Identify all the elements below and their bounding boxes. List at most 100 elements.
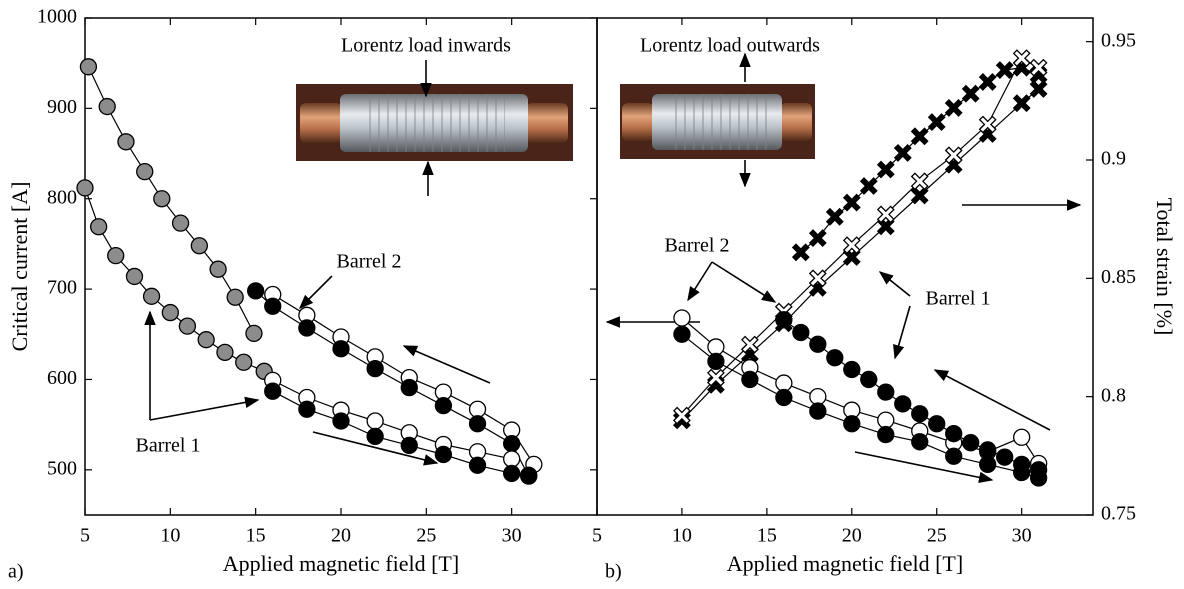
circle-marker [775,388,793,407]
circle-marker [332,340,350,358]
circle-marker [792,323,810,342]
circle-marker [707,338,725,356]
x-marker [1012,49,1031,68]
x-marker [944,98,963,117]
panel-label: a) [8,561,24,583]
x-marker [672,406,691,425]
y2-tick-label: 0.85 [1101,266,1136,288]
circle-marker [673,325,691,343]
circle-marker [125,267,144,286]
circle-marker [673,309,691,327]
x-marker [842,236,861,255]
x-marker [893,143,912,162]
x-marker [876,160,895,179]
y2-tick-label: 0.75 [1101,503,1136,525]
circle-marker [136,162,154,181]
x-tick-label: 15 [757,525,777,547]
y2-tick-label: 0.95 [1101,29,1136,51]
circle-marker [79,58,98,76]
series-line [783,319,1039,471]
x-marker [706,368,725,387]
circle-marker [171,214,190,232]
circle-marker [197,331,215,349]
circle-marker [894,395,912,413]
x-marker [910,186,929,205]
annotation: Barrel 2 [337,251,402,273]
series-line [255,290,530,477]
annotation-arrows [144,52,1082,484]
circle-marker [245,324,263,343]
x-axis-title: Applied magnetic field [T] [727,551,963,576]
circle-marker [996,448,1014,466]
x-marker [825,207,844,226]
circle-marker [161,303,179,322]
circle-marker [400,378,418,397]
x-tick-label: 25 [416,525,436,547]
y-tick-label: 600 [47,367,77,389]
x-tick-label: 20 [331,525,351,547]
circle-marker [860,370,878,389]
series-line [87,66,255,334]
x-marker [876,205,895,224]
x-marker [910,172,929,191]
plot-frame [596,17,1094,516]
circle-marker [911,433,929,451]
y2-tick-label: 0.9 [1101,148,1126,170]
y-tick-label: 800 [47,186,77,208]
circle-marker [945,447,963,465]
circle-marker [298,319,316,337]
circle-marker [1013,455,1031,474]
circle-marker [216,343,234,361]
circle-marker [945,425,963,443]
circle-marker [90,218,108,236]
circle-marker [707,352,725,371]
y-tick-label: 1000 [37,6,77,28]
circle-marker [775,311,793,329]
y-tick-label: 700 [47,277,77,299]
photo-inwards [296,84,573,161]
circle-marker [366,359,384,378]
circle-marker [247,282,265,300]
circle-marker [468,456,487,474]
circle-marker [107,247,125,265]
circle-marker [117,133,135,151]
x-tick-label: 15 [246,525,266,547]
x-marker [1029,80,1048,98]
circle-marker [877,425,895,444]
circle-marker [209,260,227,278]
panel-label: b) [605,561,622,583]
circle-marker [826,349,844,367]
x-marker [791,243,810,262]
circle-marker [809,387,827,406]
circle-marker [1029,461,1048,479]
circle-marker [843,415,861,433]
x-marker [1012,94,1031,113]
photo-outwards [620,84,815,159]
circle-marker [468,415,487,433]
circle-marker [298,400,316,418]
circle-marker [264,297,282,315]
circle-marker [503,450,521,468]
annotation: Lorentz load outwards [640,35,820,57]
x-marker [978,115,997,134]
circle-marker [190,237,208,255]
series-line [681,317,1040,464]
y-axis-title: Critical current [A] [7,182,32,352]
x-tick-label: 10 [160,525,180,547]
x-marker [859,177,878,195]
circle-marker [809,335,827,353]
x-axis-title: Applied magnetic field [T] [223,551,459,576]
annotation: Barrel 2 [665,235,730,257]
x-tick-label: 5 [592,525,602,547]
x-tick-label: 25 [927,525,947,547]
circle-marker [979,455,997,474]
annotation: Barrel 1 [926,288,991,310]
x-marker [995,61,1014,80]
circle-marker [520,466,538,484]
circle-marker [142,287,161,305]
x-marker [740,335,759,354]
x-tick-label: 30 [502,525,522,547]
circle-marker [76,179,94,197]
y-tick-label: 500 [47,457,77,479]
